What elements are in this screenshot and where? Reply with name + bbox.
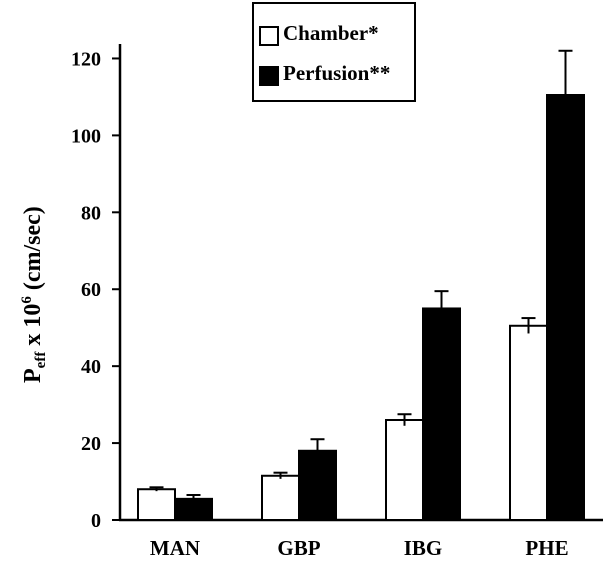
x-axis-tick-labels: MAN GBP IBG PHE (150, 536, 569, 560)
bar-perfusion (422, 307, 461, 522)
bar-chamber (137, 488, 176, 522)
legend: Chamber* Perfusion** (252, 2, 416, 102)
bar-chamber (509, 324, 548, 521)
bar-chamber (261, 474, 300, 521)
y-tick-label: 60 (81, 279, 101, 301)
legend-label-perfusion: Perfusion** (283, 61, 390, 85)
x-tick-label: GBP (277, 536, 320, 560)
bar-series (137, 49, 585, 522)
legend-box (252, 2, 416, 102)
y-tick-label: 0 (91, 510, 101, 532)
y-axis-label-sup: 6 (19, 296, 35, 304)
y-axis-label-mid: x 10 (20, 304, 46, 352)
legend-swatch-perfusion (259, 66, 279, 86)
x-tick-label: PHE (525, 536, 568, 560)
bar-chamber (385, 419, 424, 521)
y-axis-label-sub: eff (33, 351, 49, 369)
y-tick-label: 100 (71, 125, 101, 147)
y-tick-label: 80 (81, 202, 101, 224)
legend-swatch-chamber (259, 26, 279, 46)
y-tick-label: 20 (81, 433, 101, 455)
y-axis-label-unit: (cm/sec) (20, 206, 46, 296)
x-tick-label: IBG (404, 536, 443, 560)
x-tick-label: MAN (150, 536, 200, 560)
y-axis-label: Peff x 106 (cm/sec) (19, 206, 49, 383)
y-axis-label-main: P (20, 368, 46, 383)
legend-label-chamber: Chamber* (283, 21, 379, 45)
y-axis-ticks: 0 20 40 60 80 100 120 (71, 48, 120, 532)
y-tick-label: 120 (71, 48, 101, 70)
bar-perfusion (546, 94, 585, 521)
y-tick-label: 40 (81, 356, 101, 378)
